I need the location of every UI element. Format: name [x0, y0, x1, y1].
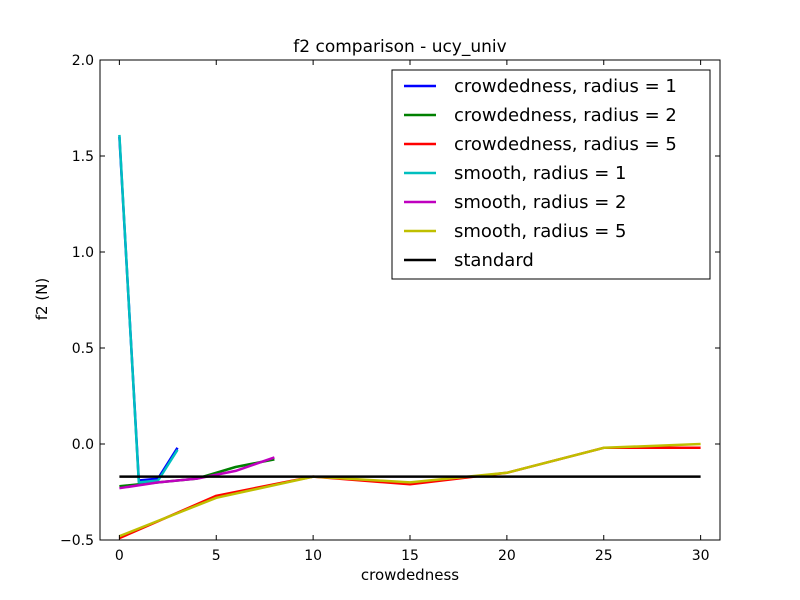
x-tick-label: 25 [595, 548, 613, 564]
x-tick-label: 20 [498, 548, 516, 564]
tick-layer: 0 5 10 15 20 25 30 −0.5 0.0 0.5 1.0 1.5 2.0 [60, 53, 720, 564]
x-tick-label: 0 [115, 548, 124, 564]
legend: crowdedness, radius = 1 crowdedness, radi… [391, 69, 711, 280]
series-line-3 [118, 134, 179, 484]
legend-label: smooth, radius = 2 [454, 192, 626, 213]
series-line-4 [119, 456, 275, 490]
series-layer [118, 134, 701, 540]
y-axis-label: f2 (N) [33, 278, 51, 321]
x-tick-label: 10 [304, 548, 322, 564]
x-tick-label: 30 [692, 548, 710, 564]
plot-border [99, 59, 721, 541]
chart-title: f2 comparison - ucy_univ [293, 37, 506, 57]
y-tick-label: 0.0 [72, 437, 94, 453]
y-tick-label: 0.5 [72, 341, 94, 357]
legend-label: standard [454, 250, 534, 271]
legend-label: smooth, radius = 1 [454, 163, 626, 184]
y-tick-label: 1.0 [72, 245, 94, 261]
legend-box [391, 69, 711, 280]
x-tick-label: 15 [401, 548, 419, 564]
series-line-5 [118, 442, 701, 538]
y-tick-label: 2.0 [72, 53, 94, 69]
legend-label: crowdedness, radius = 5 [454, 134, 677, 155]
y-tick-label: 1.5 [72, 149, 94, 165]
x-axis-label: crowdedness [361, 566, 459, 584]
legend-label: crowdedness, radius = 2 [454, 105, 677, 126]
y-tick-label: −0.5 [60, 533, 94, 549]
legend-label: crowdedness, radius = 1 [454, 76, 677, 97]
x-tick-label: 5 [212, 548, 221, 564]
legend-label: smooth, radius = 5 [454, 221, 626, 242]
